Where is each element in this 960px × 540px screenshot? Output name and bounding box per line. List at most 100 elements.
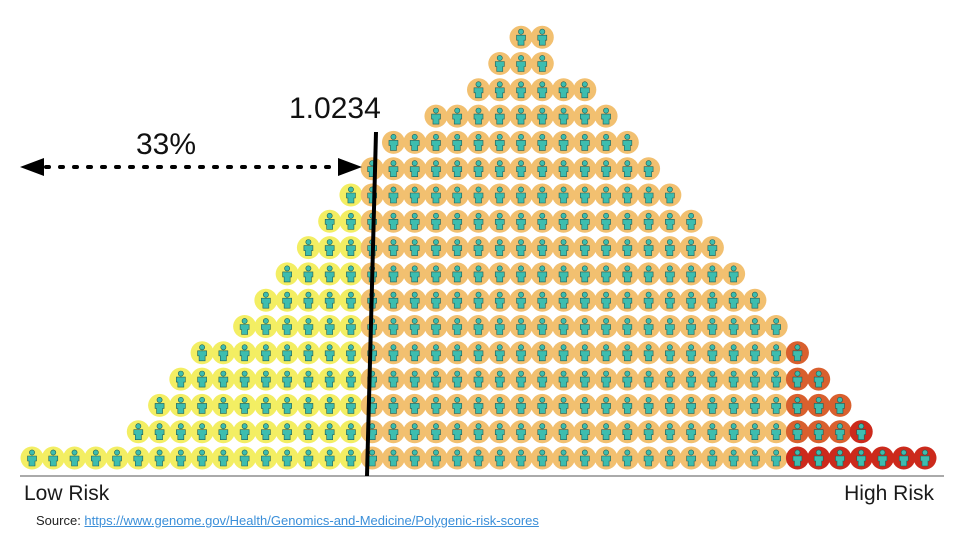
person-figure [785, 341, 809, 365]
person-figure [467, 341, 490, 365]
person-figure [679, 393, 703, 417]
person-figure [381, 209, 405, 233]
person-figure [509, 157, 533, 181]
person-figure [615, 341, 639, 365]
person-figure [296, 341, 320, 365]
person-figure [445, 130, 469, 154]
person-figure [573, 262, 597, 286]
person-figure [615, 209, 639, 233]
person-figure [445, 420, 469, 444]
person-figure [211, 393, 235, 417]
person-figure [573, 446, 597, 470]
person-figure [637, 446, 661, 470]
person-figure [552, 157, 576, 181]
person-figure [679, 367, 703, 391]
person-figure [807, 420, 831, 444]
person-figure [594, 236, 618, 260]
population-figures [20, 25, 937, 470]
person-figure [275, 420, 299, 444]
person-figure [381, 315, 405, 338]
person-figure [381, 367, 405, 391]
person-figure [807, 367, 831, 391]
threshold-line [365, 131, 378, 477]
person-figure [148, 393, 172, 417]
high-risk-label: High Risk [844, 482, 934, 505]
person-figure [509, 25, 533, 49]
person-figure [530, 78, 554, 102]
person-figure [467, 315, 490, 338]
person-figure [658, 288, 682, 312]
person-figure [20, 446, 44, 470]
person-figure [424, 315, 448, 338]
person-figure [785, 446, 809, 470]
person-figure [594, 209, 618, 233]
person-figure [360, 367, 384, 391]
person-figure [339, 446, 363, 470]
person-figure [530, 209, 554, 233]
person-figure [148, 420, 172, 444]
person-figure [594, 367, 618, 391]
person-figure [828, 446, 852, 470]
person-figure [509, 262, 533, 286]
person-figure [552, 78, 576, 102]
person-figure [403, 367, 427, 391]
person-figure [190, 446, 214, 470]
person-figure [339, 393, 363, 417]
person-figure [658, 236, 682, 260]
person-figure [700, 393, 724, 417]
person-figure [424, 367, 448, 391]
person-figure [594, 183, 618, 207]
person-figure [530, 52, 554, 75]
person-figure [509, 52, 533, 75]
low-risk-label: Low Risk [24, 482, 110, 505]
person-figure [637, 420, 661, 444]
person-figure [594, 157, 618, 181]
person-figure [679, 315, 703, 338]
person-figure [594, 130, 618, 154]
person-figure [509, 130, 533, 154]
person-figure [296, 236, 320, 260]
person-figure [467, 262, 490, 286]
person-figure [509, 78, 533, 102]
person-figure [275, 288, 299, 312]
person-figure [637, 262, 661, 286]
person-figure [254, 420, 278, 444]
person-figure [339, 420, 363, 444]
person-figure [339, 315, 363, 338]
source-link[interactable]: https://www.genome.gov/Health/Genomics-a… [84, 513, 539, 528]
person-figure [233, 393, 257, 417]
person-figure [764, 420, 788, 444]
person-figure [722, 420, 746, 444]
person-figure [339, 183, 363, 207]
person-figure [318, 341, 342, 365]
person-figure [530, 262, 554, 286]
person-figure [360, 393, 384, 417]
person-figure [467, 78, 490, 102]
person-figure [637, 288, 661, 312]
person-figure [615, 288, 639, 312]
person-figure [552, 288, 576, 312]
person-figure [530, 341, 554, 365]
person-figure [615, 315, 639, 338]
person-figure [126, 446, 150, 470]
person-figure [637, 315, 661, 338]
person-figure [63, 446, 87, 470]
person-figure [785, 367, 809, 391]
person-figure [467, 104, 490, 128]
person-figure [615, 130, 639, 154]
person-figure [722, 446, 746, 470]
person-figure [424, 183, 448, 207]
person-figure [637, 236, 661, 260]
person-figure [424, 341, 448, 365]
person-figure [381, 157, 405, 181]
person-figure [615, 183, 639, 207]
person-figure [552, 236, 576, 260]
person-figure [509, 341, 533, 365]
person-figure [700, 315, 724, 338]
person-figure [424, 236, 448, 260]
person-figure [530, 104, 554, 128]
person-figure [552, 393, 576, 417]
person-figure [275, 315, 299, 338]
person-figure [381, 341, 405, 365]
person-figure [913, 446, 937, 470]
